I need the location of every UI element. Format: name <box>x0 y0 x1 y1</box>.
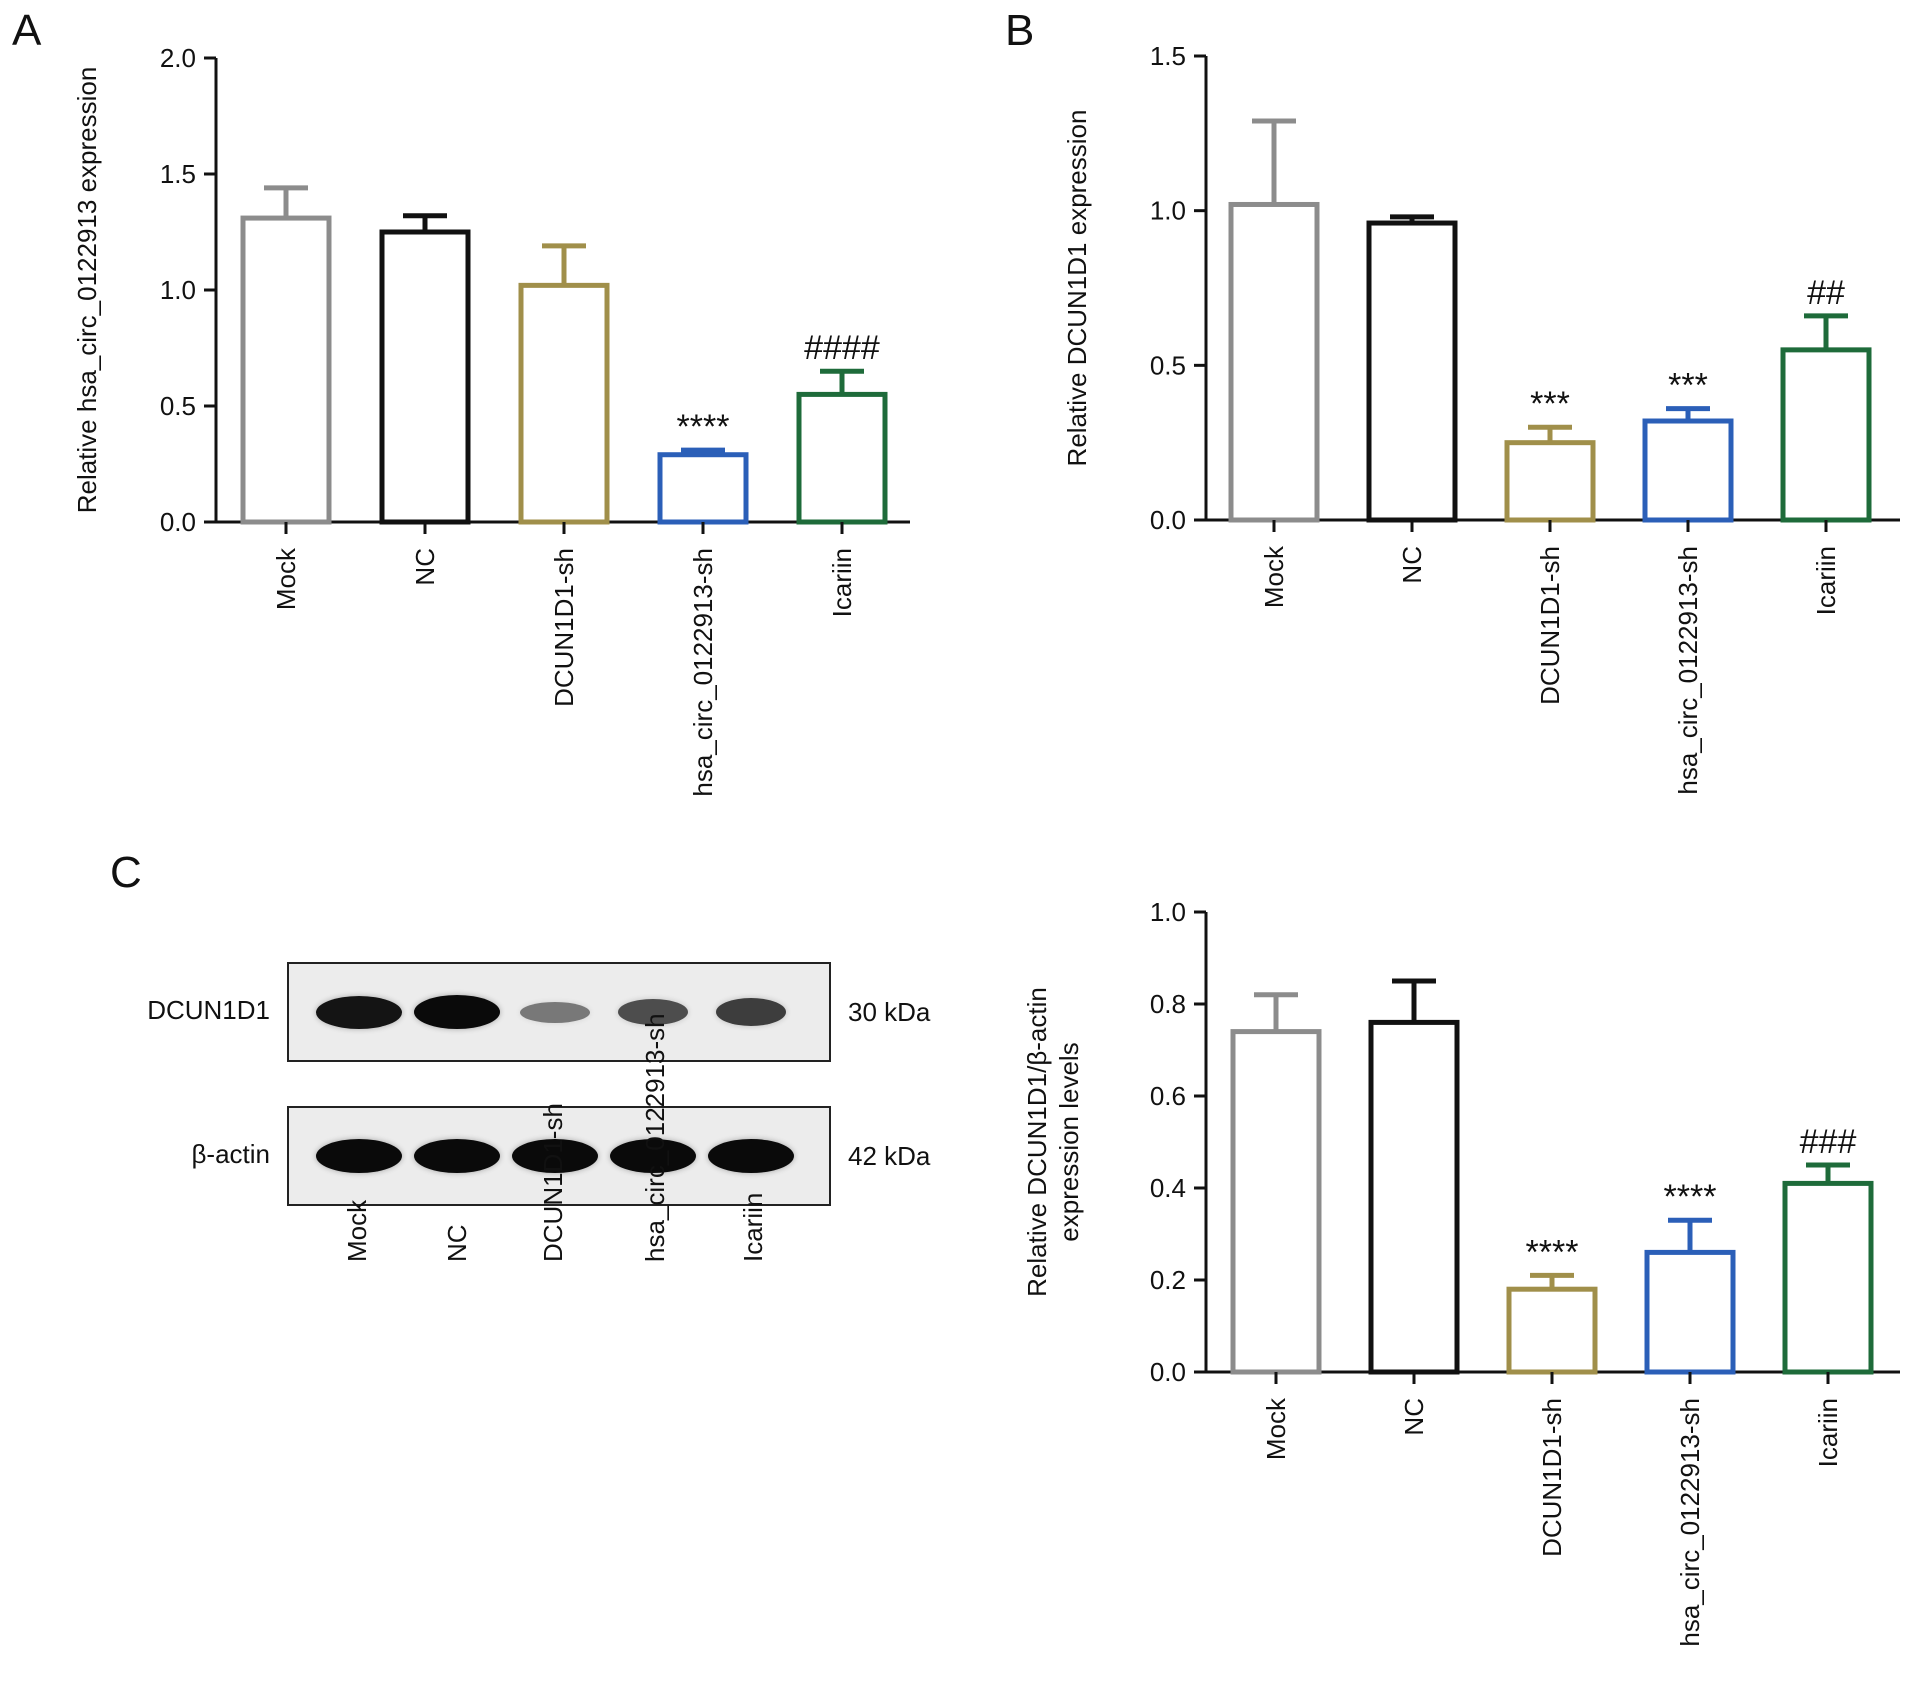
y-tick-label: 0.5 <box>160 391 196 421</box>
blot-row-label-dcun1d1: DCUN1D1 <box>147 995 270 1025</box>
bar <box>1782 1180 1874 1375</box>
bar <box>240 215 332 525</box>
blot-band <box>610 1139 696 1173</box>
y-axis-label: Relative DCUN1D1 expression <box>1062 110 1092 467</box>
y-tick-label: 0.8 <box>1150 989 1186 1019</box>
x-tick-label: DCUN1D1-sh <box>1535 546 1565 705</box>
significance-label: **** <box>1526 1233 1579 1271</box>
x-tick-label: DCUN1D1-sh <box>1537 1398 1567 1557</box>
blot-frame-dcun1d1 <box>287 962 831 1062</box>
blot-lane-label: Mock <box>342 1199 372 1262</box>
y-tick-label: 0.0 <box>1150 505 1186 535</box>
blot-frame-beta-actin <box>287 1106 831 1206</box>
x-tick-label: Icariin <box>1813 1398 1843 1467</box>
x-tick-label: DCUN1D1-sh <box>549 548 579 707</box>
x-tick-label: Mock <box>271 547 301 610</box>
bar <box>657 452 749 525</box>
bar <box>1366 220 1458 523</box>
x-tick-label: hsa_circ_0122913-sh <box>688 548 718 797</box>
x-tick-label: Mock <box>1259 545 1289 608</box>
y-axis-label: Relative DCUN1D1/β-actin <box>1022 987 1052 1297</box>
bar <box>518 282 610 525</box>
y-tick-label: 0.2 <box>1150 1265 1186 1295</box>
x-tick-label: hsa_circ_0122913-sh <box>1675 1398 1705 1647</box>
x-tick-label: Icariin <box>1811 546 1841 615</box>
x-tick-label: NC <box>1397 546 1427 584</box>
y-tick-label: 0.5 <box>1150 350 1186 380</box>
x-tick-label: NC <box>410 548 440 586</box>
bar <box>1504 440 1596 523</box>
blot-kda-beta-actin: 42 kDa <box>848 1141 931 1171</box>
blot-row-label-beta-actin: β-actin <box>191 1139 270 1169</box>
bar <box>1228 201 1320 523</box>
x-tick-label: Icariin <box>827 548 857 617</box>
bar <box>1230 1029 1322 1375</box>
blot-lane-label: DCUN1D1-sh <box>538 1103 568 1262</box>
blot-band <box>512 1139 598 1173</box>
blot-lane-label: hsa_circ_0122913-sh <box>640 1013 670 1262</box>
bar <box>796 391 888 525</box>
blot-band <box>716 998 786 1026</box>
panel-letter-b: B <box>1005 6 1035 55</box>
bar <box>1368 1019 1460 1375</box>
blot-lane-label: NC <box>442 1224 472 1262</box>
y-tick-label: 0.0 <box>1150 1357 1186 1387</box>
y-tick-label: 0.4 <box>1150 1173 1186 1203</box>
y-tick-label: 0.0 <box>160 507 196 537</box>
significance-label: **** <box>677 408 730 446</box>
significance-label: #### <box>804 329 880 367</box>
blot-band <box>520 1001 590 1023</box>
y-axis-label: expression levels <box>1054 1042 1084 1241</box>
x-tick-label: NC <box>1399 1398 1429 1436</box>
x-tick-label: Mock <box>1261 1397 1291 1460</box>
blot-kda-dcun1d1: 30 kDa <box>848 997 931 1027</box>
blot-band <box>708 1139 794 1173</box>
y-tick-label: 1.0 <box>1150 897 1186 927</box>
y-tick-label: 1.0 <box>1150 196 1186 226</box>
bar <box>1642 418 1734 523</box>
panel-letter-a: A <box>12 6 42 55</box>
blot-band <box>414 1139 500 1173</box>
y-tick-label: 1.0 <box>160 275 196 305</box>
blot-band <box>618 999 688 1025</box>
blot-lane-label: Icariin <box>738 1192 768 1262</box>
y-tick-label: 1.5 <box>160 159 196 189</box>
significance-label: *** <box>1530 385 1570 423</box>
bar <box>379 229 471 525</box>
y-tick-label: 1.5 <box>1150 41 1186 71</box>
panel-letter-c: C <box>110 848 142 897</box>
bar <box>1644 1249 1736 1375</box>
x-tick-label: hsa_circ_0122913-sh <box>1673 546 1703 795</box>
blot-band <box>316 1139 402 1173</box>
blot-band <box>316 995 402 1029</box>
blot-band <box>414 995 500 1029</box>
y-tick-label: 2.0 <box>160 43 196 73</box>
significance-label: *** <box>1668 367 1708 405</box>
y-axis-label: Relative hsa_circ_0122913 expression <box>72 67 102 514</box>
significance-label: **** <box>1664 1178 1717 1216</box>
significance-label: ### <box>1800 1123 1857 1161</box>
y-tick-label: 0.6 <box>1150 1081 1186 1111</box>
significance-label: ## <box>1807 274 1845 312</box>
bar <box>1506 1286 1598 1375</box>
bar <box>1780 347 1872 523</box>
